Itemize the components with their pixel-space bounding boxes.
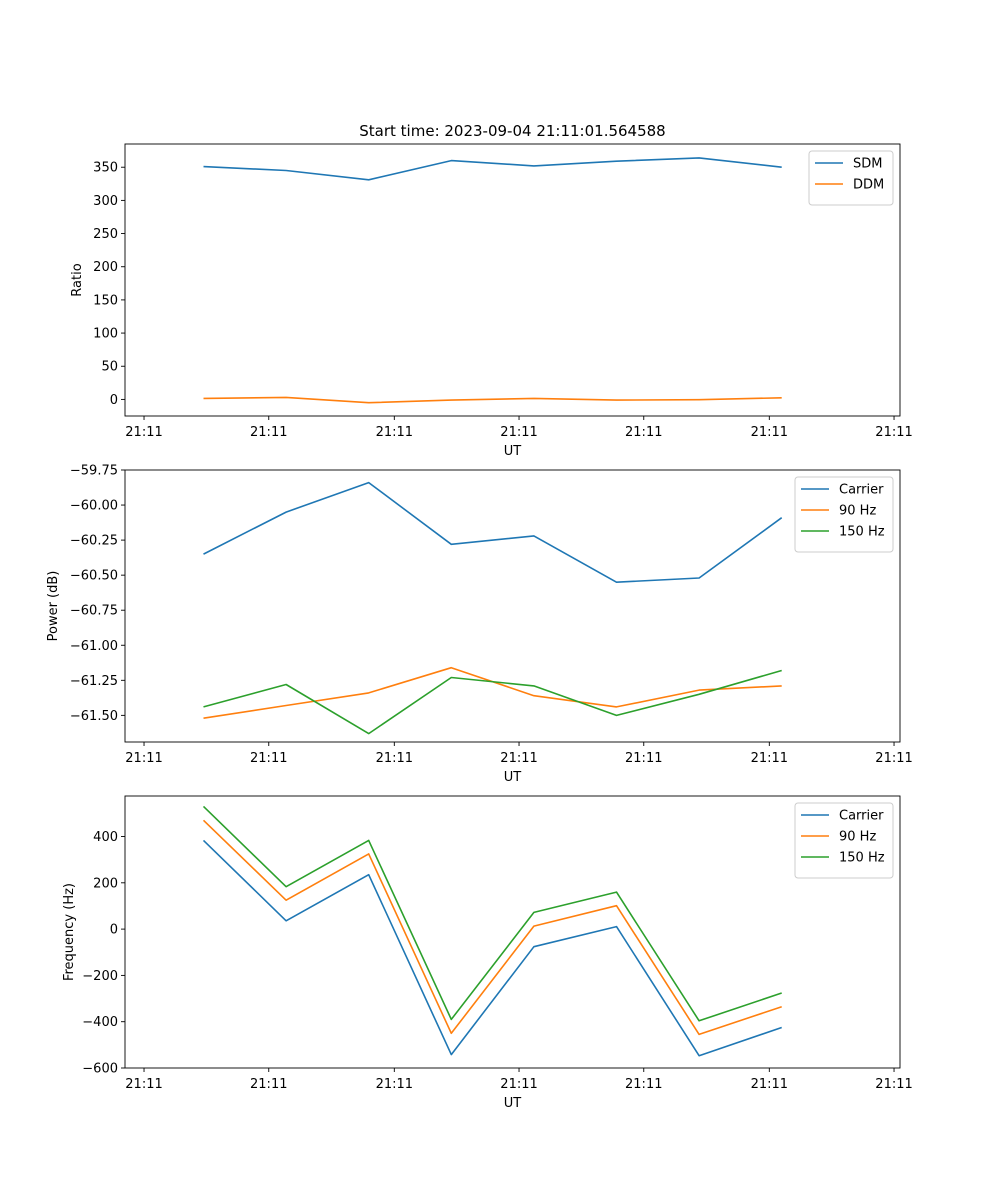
- y-tick-label: 100: [93, 327, 118, 342]
- x-tick-label: 21:11: [376, 1077, 413, 1092]
- y-tick-label: −60.00: [70, 499, 118, 514]
- y-tick-label: −600: [82, 1062, 118, 1077]
- y-tick-label: 400: [93, 830, 118, 845]
- subplot-1: Start time: 2023-09-04 21:11:01.564588 21…: [70, 122, 913, 459]
- series-line-carrier: [203, 481, 783, 584]
- series-line-ddm: [203, 396, 782, 404]
- legend: SDM DDM: [808, 150, 894, 206]
- x-tick-label: 21:11: [376, 751, 413, 766]
- y-tick-label: −60.50: [70, 569, 118, 584]
- legend-label: DDM: [853, 178, 884, 193]
- legend: Carrier 90 Hz 150 Hz: [794, 476, 894, 553]
- x-tick-label: 21:11: [625, 751, 662, 766]
- x-tick-label: 21:11: [376, 425, 413, 440]
- legend-label: 150 Hz: [839, 851, 885, 866]
- y-tick-label: 200: [93, 876, 118, 891]
- x-axis-label: UT: [504, 444, 522, 459]
- y-tick-label: −400: [82, 1015, 118, 1030]
- x-tick-label: 21:11: [751, 425, 788, 440]
- series-line-sdm: [203, 157, 782, 181]
- x-tick-label: 21:11: [250, 1077, 287, 1092]
- subplot-2: 21:1121:1121:1121:1121:1121:1121:1121:12…: [46, 464, 913, 786]
- legend-box: [794, 802, 894, 879]
- x-tick-label: 21:11: [875, 1077, 912, 1092]
- y-tick-label: −60.25: [70, 534, 118, 549]
- y-tick-label: 250: [93, 227, 118, 242]
- series-line-90-hz: [202, 819, 782, 1036]
- y-tick-label: 0: [110, 393, 118, 408]
- x-tick-label: 21:11: [125, 425, 162, 440]
- axes-frame: [124, 469, 901, 743]
- legend-box: [794, 476, 894, 553]
- legend-box: [808, 150, 894, 206]
- y-axis-label: Ratio: [70, 263, 85, 296]
- x-tick-label: 21:11: [751, 751, 788, 766]
- x-tick-label: 21:11: [250, 751, 287, 766]
- x-tick-label: 21:11: [250, 425, 287, 440]
- series-line-150-hz: [202, 805, 782, 1022]
- legend: Carrier 90 Hz 150 Hz: [794, 802, 894, 879]
- y-tick-label: 150: [93, 293, 118, 308]
- legend-label: Carrier: [839, 809, 884, 824]
- x-tick-label: 21:11: [875, 751, 912, 766]
- legend-label: 90 Hz: [839, 830, 876, 845]
- x-axis-label: UT: [504, 1096, 522, 1111]
- x-tick-label: 21:11: [751, 1077, 788, 1092]
- axes-frame: [124, 143, 901, 417]
- series-line-carrier: [202, 839, 782, 1057]
- y-tick-label: −61.50: [70, 709, 118, 724]
- x-tick-label: 21:11: [125, 751, 162, 766]
- x-tick-label: 21:11: [500, 751, 537, 766]
- x-axis-label: UT: [504, 770, 522, 785]
- x-tick-label: 21:11: [625, 1077, 662, 1092]
- legend-label: SDM: [853, 157, 882, 172]
- y-tick-label: 350: [93, 161, 118, 176]
- y-tick-label: 300: [93, 194, 118, 209]
- y-tick-label: −200: [82, 969, 118, 984]
- subplot-3: 21:1121:1121:1121:1121:1121:1121:1121:12…: [62, 795, 913, 1111]
- legend-label: Carrier: [839, 483, 884, 498]
- y-tick-label: 50: [101, 360, 118, 375]
- x-tick-label: 21:11: [125, 1077, 162, 1092]
- y-tick-label: −59.75: [70, 464, 118, 479]
- y-tick-label: −60.75: [70, 604, 118, 619]
- y-axis-label: Power (dB): [46, 571, 61, 642]
- x-tick-label: 21:11: [625, 425, 662, 440]
- y-axis-label: Frequency (Hz): [62, 883, 77, 981]
- x-tick-label: 21:11: [500, 425, 537, 440]
- axes-frame: [124, 795, 901, 1069]
- y-tick-label: −61.25: [70, 674, 118, 689]
- series-line-150-hz: [203, 669, 782, 735]
- y-tick-label: 0: [110, 923, 118, 938]
- y-tick-label: 200: [93, 260, 118, 275]
- y-tick-label: −61.00: [70, 639, 118, 654]
- x-tick-label: 21:11: [875, 425, 912, 440]
- legend-label: 90 Hz: [839, 504, 876, 519]
- x-tick-label: 21:11: [500, 1077, 537, 1092]
- legend-label: 150 Hz: [839, 525, 885, 540]
- chart-title: Start time: 2023-09-04 21:11:01.564588: [359, 122, 665, 140]
